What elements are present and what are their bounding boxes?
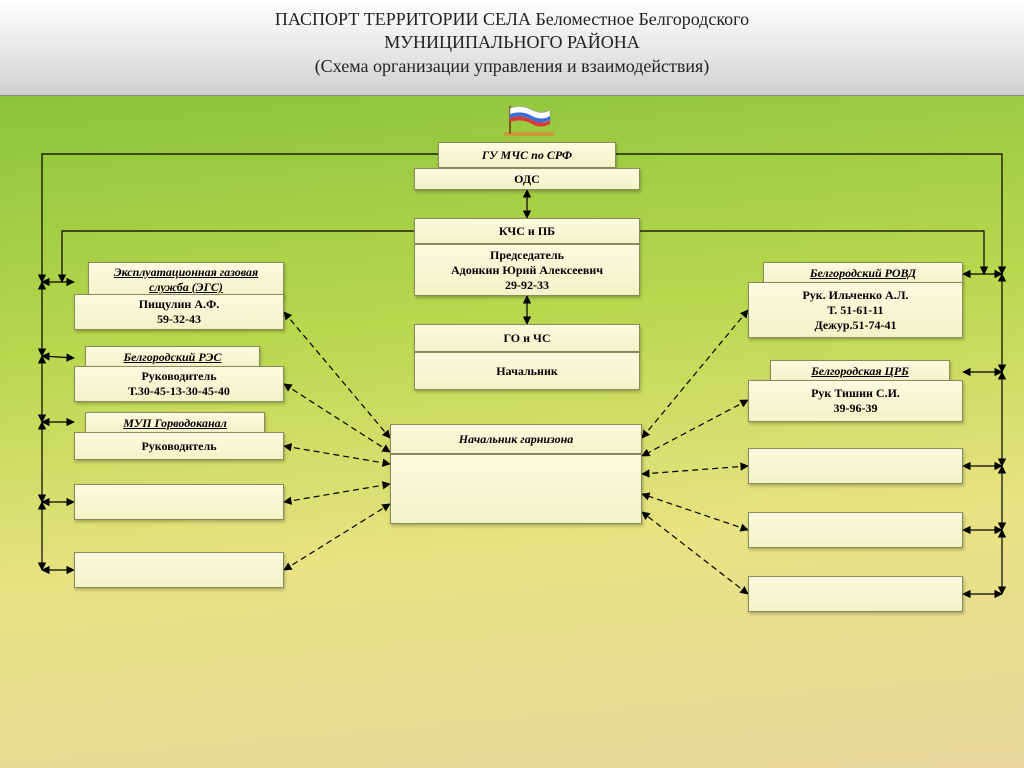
node-text: Рук Тишин С.И. (811, 386, 900, 401)
node-garn1: Начальник гарнизона (390, 424, 642, 454)
node-res_t: Белгородский РЭС (85, 346, 260, 368)
node-text: 29-92-33 (505, 278, 549, 293)
node-r5 (748, 576, 963, 612)
node-l5 (74, 552, 284, 588)
node-text: МУП Горводоканал (123, 416, 227, 431)
node-text: Белгородский РЭС (124, 350, 222, 365)
node-text: Т.30-45-13-30-45-40 (128, 384, 230, 399)
diagram-canvas: ГУ МЧС по СРФ ОДС КЧС и ПБ ПредседательАдон… (0, 96, 1024, 768)
node-text: Т. 51-61-11 (827, 303, 883, 318)
node-text: Дежур.51-74-41 (814, 318, 896, 333)
header: ПАСПОРТ ТЕРРИТОРИИ СЕЛА Беломестное Белг… (0, 0, 1024, 96)
node-text: 39-96-39 (834, 401, 878, 416)
header-line-2: МУНИЦИПАЛЬНОГО РАЙОНА (0, 31, 1024, 54)
node-text: Начальник (496, 364, 558, 379)
node-garn2 (390, 454, 642, 524)
node-egs_b: Пищулин А.Ф.59-32-43 (74, 294, 284, 330)
node-text: Эксплуатационная газовая (114, 265, 258, 280)
node-text: Начальник гарнизона (459, 432, 574, 447)
node-l4 (74, 484, 284, 520)
node-rovd_t: Белгородский РОВД (763, 262, 963, 284)
node-egs_t: Эксплуатационная газоваяслужба (ЭГС) (88, 262, 284, 298)
node-ods: ОДС (414, 168, 640, 190)
node-text: Белгородская ЦРБ (811, 364, 909, 379)
node-crb_b: Рук Тишин С.И.39-96-39 (748, 380, 963, 422)
node-text: ГО и ЧС (503, 331, 550, 346)
node-text: Адонкин Юрий Алексеевич (451, 263, 603, 278)
node-crb_t: Белгородская ЦРБ (770, 360, 950, 382)
node-kchs: КЧС и ПБ (414, 218, 640, 244)
flag-icon (504, 106, 554, 138)
node-text: Руководитель (141, 439, 216, 454)
node-text: ОДС (514, 172, 540, 187)
node-text: Председатель (490, 248, 564, 263)
node-gu: ГУ МЧС по СРФ (438, 142, 616, 168)
node-text: Рук. Ильченко А.Л. (802, 288, 908, 303)
header-line-1: ПАСПОРТ ТЕРРИТОРИИ СЕЛА Беломестное Белг… (0, 8, 1024, 31)
node-text: КЧС и ПБ (499, 224, 555, 239)
node-text: служба (ЭГС) (149, 280, 223, 295)
node-rovd_b: Рук. Ильченко А.Л.Т. 51-61-11Дежур.51-74… (748, 282, 963, 338)
node-pred: ПредседательАдонкин Юрий Алексеевич29-92… (414, 244, 640, 296)
node-nach: Начальник (414, 352, 640, 390)
node-r4 (748, 512, 963, 548)
node-res_b: РуководительТ.30-45-13-30-45-40 (74, 366, 284, 402)
node-mup_b: Руководитель (74, 432, 284, 460)
node-go: ГО и ЧС (414, 324, 640, 352)
node-mup_t: МУП Горводоканал (85, 412, 265, 434)
header-line-3: (Схема организации управления и взаимоде… (0, 55, 1024, 78)
node-text: Белгородский РОВД (810, 266, 916, 281)
node-text: Руководитель (141, 369, 216, 384)
node-text: ГУ МЧС по СРФ (482, 148, 572, 163)
node-text: 59-32-43 (157, 312, 201, 327)
node-r3 (748, 448, 963, 484)
node-text: Пищулин А.Ф. (139, 297, 220, 312)
